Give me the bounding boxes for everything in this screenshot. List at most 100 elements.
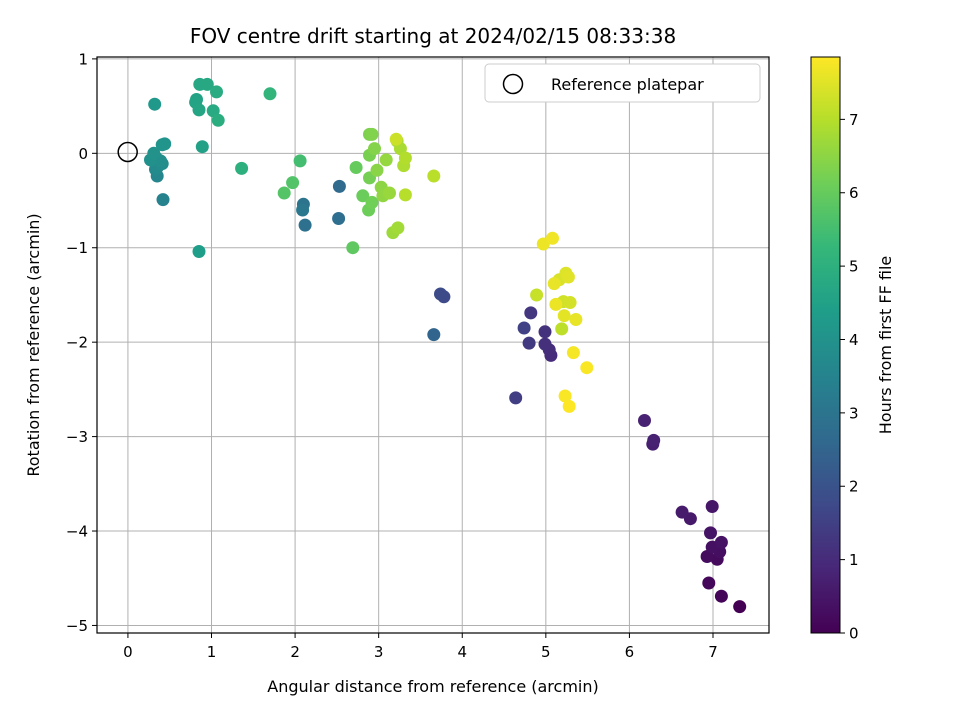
y-tick-label: −3 (66, 428, 88, 446)
x-axis-label: Angular distance from reference (arcmin) (267, 677, 598, 696)
scatter-point (714, 589, 728, 603)
scatter-point (200, 77, 214, 91)
scatter-point (368, 142, 381, 156)
y-tick-label: 1 (78, 50, 88, 68)
scatter-point (365, 127, 379, 141)
chart-title: FOV centre drift starting at 2024/02/15 … (190, 24, 676, 48)
colorbar: 0 1 2 3 4 5 6 7 Hours from first FF file (810, 56, 895, 643)
colorbar-tick-label: 5 (849, 258, 859, 276)
x-tick-label: 3 (374, 643, 384, 661)
x-tick-label: 7 (708, 643, 718, 661)
colorbar-ticks: 0 1 2 3 4 5 6 7 (840, 111, 859, 643)
colorbar-tick-label: 3 (849, 404, 859, 422)
scatter-point (549, 297, 563, 311)
grid-lines (97, 57, 769, 633)
scatter-point (566, 346, 580, 360)
scatter-point (379, 153, 393, 167)
y-tick-label: −2 (66, 334, 88, 352)
scatter-point (558, 389, 572, 403)
scatter-point (356, 189, 370, 203)
scatter-point (647, 433, 661, 447)
scatter-point (389, 132, 403, 146)
scatter-point (263, 87, 277, 101)
colorbar-tick-label: 7 (849, 111, 859, 129)
scatter-point (298, 218, 312, 232)
scatter-point (349, 161, 363, 174)
scatter-point (733, 600, 747, 614)
scatter-point (509, 391, 523, 405)
scatter-point (427, 328, 441, 342)
scatter-point (702, 576, 716, 590)
scatter-point (156, 193, 170, 207)
scatter-point (158, 137, 172, 151)
scatter-point (524, 306, 538, 320)
colorbar-label: Hours from first FF file (876, 256, 895, 435)
colorbar-tick-label: 1 (849, 551, 859, 569)
scatter-point (293, 154, 307, 168)
data-points (144, 77, 747, 614)
scatter-point (332, 212, 346, 225)
scatter-point (195, 140, 209, 154)
scatter-point (557, 309, 571, 323)
scatter-point (398, 151, 412, 165)
scatter-point (332, 179, 346, 193)
colorbar-tick-label: 6 (849, 184, 859, 202)
scatter-point (562, 399, 576, 413)
scatter-point (383, 186, 396, 200)
scatter-point (569, 313, 583, 326)
y-axis-ticks: 1 0 −1 −2 −3 −4 −5 (66, 50, 97, 635)
y-axis-label: Rotation from reference (arcmin) (24, 213, 43, 476)
scatter-point (563, 296, 577, 309)
x-tick-label: 2 (290, 643, 300, 661)
x-axis-ticks: 0 1 2 3 4 5 6 7 (123, 633, 718, 661)
scatter-point (434, 287, 447, 301)
scatter-point (286, 176, 300, 190)
x-tick-label: 4 (457, 643, 467, 661)
y-tick-label: −4 (66, 523, 88, 541)
x-tick-label: 1 (207, 643, 217, 661)
legend-marker-icon (502, 73, 524, 95)
scatter-point (192, 245, 206, 258)
scatter-point (296, 203, 310, 217)
scatter-point (192, 103, 206, 117)
scatter-point (675, 505, 689, 519)
colorbar-gradient (810, 56, 841, 634)
scatter-point (398, 188, 412, 202)
scatter-point (346, 241, 360, 255)
legend-label: Reference platepar (551, 75, 704, 94)
colorbar-tick-label: 0 (849, 625, 859, 643)
scatter-point (538, 325, 552, 339)
scatter-point (211, 113, 225, 127)
scatter-point (147, 146, 161, 160)
y-tick-label: −5 (66, 617, 88, 635)
y-tick-label: −1 (66, 239, 88, 257)
x-tick-label: 6 (625, 643, 635, 661)
scatter-point (546, 231, 559, 245)
colorbar-tick-label: 4 (849, 331, 859, 349)
scatter-point (530, 288, 544, 302)
scatter-point (391, 221, 405, 235)
colorbar-tick-label: 2 (849, 478, 859, 496)
legend: Reference platepar (484, 63, 761, 103)
scatter-point (210, 85, 223, 99)
y-tick-label: 0 (78, 145, 88, 163)
x-tick-label: 5 (541, 643, 551, 661)
scatter-point (547, 277, 561, 291)
plot-frame (96, 56, 770, 634)
scatter-point (522, 336, 536, 350)
scatter-point (561, 270, 575, 284)
scatter-point (365, 195, 379, 209)
scatter-point (638, 414, 651, 427)
scatter-point (538, 337, 552, 351)
scatter-point (427, 169, 441, 183)
scatter-point (148, 97, 162, 111)
scatter-point (235, 161, 249, 175)
scatter-point (580, 361, 594, 375)
scatter-point (705, 500, 719, 513)
scatter-point (704, 526, 717, 540)
scatter-point (370, 163, 384, 177)
scatter-point (714, 535, 728, 549)
scatter-point (277, 186, 291, 200)
scatter-point (517, 321, 531, 335)
